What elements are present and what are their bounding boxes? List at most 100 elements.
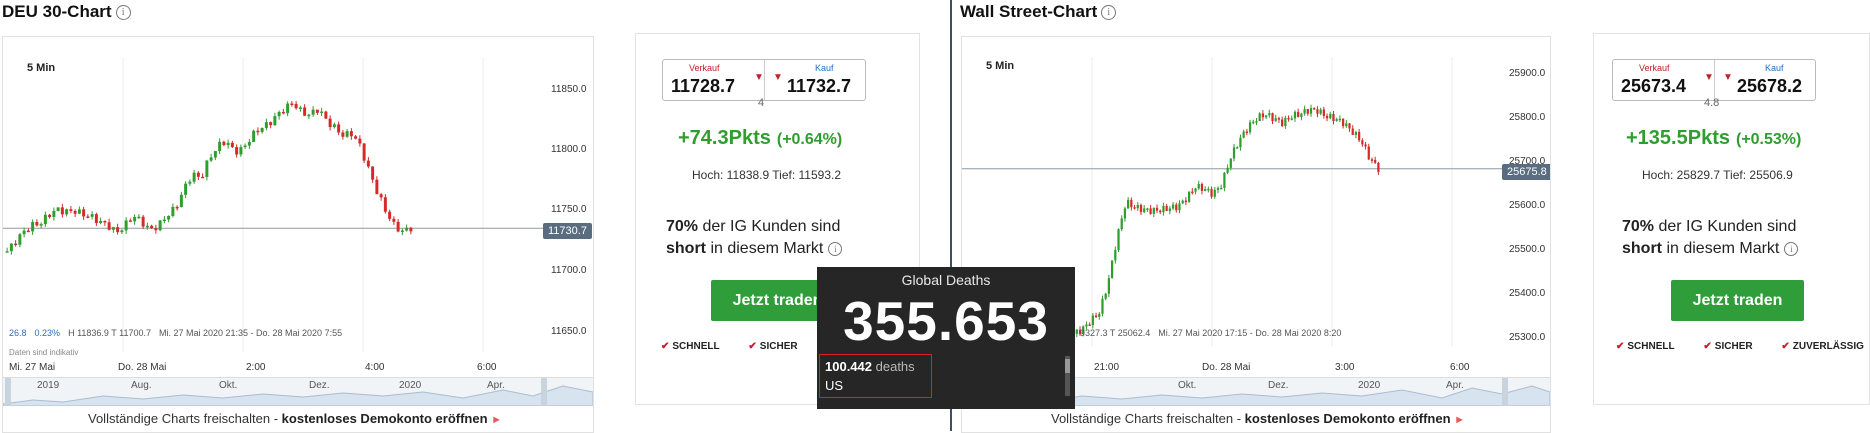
stats-change: 26.8: [9, 328, 27, 338]
candle-body: [290, 103, 294, 106]
candle-body: [1284, 117, 1287, 127]
stats-hl: H 11836.9 T 11700.7: [68, 328, 151, 338]
sell-price-button[interactable]: 25673.4: [1621, 76, 1687, 96]
candle-body: [99, 220, 103, 224]
candle: [1338, 115, 1342, 123]
candle: [1248, 119, 1252, 135]
candle-body: [1281, 119, 1284, 127]
candle: [379, 192, 383, 201]
candle-body: [1178, 203, 1181, 211]
candle: [1361, 138, 1364, 147]
country-item[interactable]: 100.442 deaths US: [819, 354, 932, 398]
scrollbar-thumb[interactable]: [1065, 359, 1070, 373]
quote-box: Verkauf 11728.7 ▼ ▼ Kauf 11732.7: [662, 59, 866, 101]
candle-body: [1098, 313, 1101, 317]
trust-badges: ✔ SCHNELL ✔ SICHER ✔ ZUVERLÄSSIG: [1616, 341, 1870, 352]
candle-body: [1155, 207, 1159, 211]
candle: [354, 134, 358, 140]
y-tick: 25800.0: [1509, 112, 1546, 123]
candle-body: [1313, 108, 1316, 110]
demo-account-link[interactable]: kostenloses Demokonto eröffnen: [281, 411, 488, 426]
candle: [145, 222, 149, 230]
candle: [311, 106, 315, 117]
candle: [162, 216, 166, 224]
candle-body: [1332, 113, 1335, 121]
candle-body: [1123, 208, 1127, 219]
chart-title: Wall Street-Chart i: [960, 2, 1117, 22]
scrollbar[interactable]: [1065, 356, 1070, 396]
arrow-right-icon: ►: [491, 414, 503, 426]
demo-account-link[interactable]: kostenloses Demokonto eröffnen: [1244, 411, 1451, 426]
candle: [1322, 106, 1325, 119]
candle: [1306, 109, 1309, 116]
candle-body: [273, 116, 277, 126]
navigator-sparkline: [3, 378, 593, 406]
candle-body: [243, 145, 247, 148]
candle: [103, 220, 107, 226]
candle-body: [307, 114, 311, 117]
candle: [77, 206, 81, 215]
candle: [205, 159, 209, 181]
candle: [1313, 107, 1316, 110]
candle: [392, 216, 396, 225]
stats-range: Mi. 27 Mai 2020 21:35 - Do. 28 Mai 2020 …: [158, 328, 343, 338]
candle: [192, 169, 196, 184]
chart-stats: 26.8 0.23% H 11836.9 T 11700.7 Mi. 27 Mai 2…: [9, 328, 342, 338]
change-points: +135.5Pkts: [1626, 127, 1730, 149]
candle: [1236, 146, 1239, 149]
interval-label[interactable]: 5 Min: [986, 60, 1015, 72]
candle-body: [1171, 204, 1175, 209]
candle: [1351, 125, 1354, 136]
candle-body: [1325, 115, 1329, 119]
candle: [243, 143, 247, 149]
unlock-charts[interactable]: Vollständige Charts freischalten - koste…: [1051, 411, 1465, 426]
candle-body: [60, 207, 64, 215]
candle-body: [86, 216, 90, 218]
candle-body: [1322, 109, 1325, 116]
interval-label[interactable]: 5 Min: [27, 62, 56, 74]
x-tick: 6:00: [1450, 362, 1470, 373]
candle-body: [1245, 131, 1248, 134]
candle-body: [400, 230, 404, 233]
navigator-handle[interactable]: [1502, 378, 1508, 406]
candle-body: [239, 147, 243, 155]
candle: [209, 153, 213, 163]
candle: [111, 226, 115, 233]
sell-label: Verkauf: [689, 63, 720, 73]
trade-now-button[interactable]: Jetzt traden: [1671, 280, 1804, 321]
candle-body: [1370, 159, 1374, 161]
nav-label: Okt.: [1178, 380, 1197, 391]
price-chart[interactable]: 5 Min 11850.0 11800.0 11750.0 11700.0 11…: [2, 36, 594, 433]
buy-price-button[interactable]: 11732.7: [787, 76, 852, 96]
unlock-charts[interactable]: Vollständige Charts freischalten - koste…: [88, 411, 502, 426]
badge: ✔ SCHNELL: [1616, 341, 1688, 352]
navigator[interactable]: 2019 Aug. Okt. Dez. 2020 Apr.: [3, 377, 593, 406]
candle-body: [1258, 113, 1261, 122]
candle: [1345, 119, 1348, 128]
candle: [396, 219, 400, 233]
info-icon[interactable]: i: [1784, 242, 1799, 256]
client-sentiment: 70% der IG Kunden sind short in diesem M…: [1622, 216, 1799, 260]
info-icon[interactable]: i: [828, 242, 843, 256]
y-tick: 25700.0: [1509, 156, 1546, 167]
candle-body: [1338, 118, 1342, 121]
spread-value: 4: [758, 97, 765, 109]
candle: [14, 240, 18, 247]
nav-label: Dez.: [309, 380, 330, 391]
candle: [1114, 246, 1117, 264]
candle-body: [1232, 147, 1236, 159]
candle: [1268, 109, 1271, 118]
candle-body: [1345, 123, 1348, 127]
navigator-handle[interactable]: [541, 378, 547, 406]
buy-price-button[interactable]: 25678.2: [1737, 76, 1803, 96]
candle: [358, 135, 362, 147]
stats-range: Mi. 27 Mai 2020 17:15 - Do. 28 Mai 2020 …: [1158, 328, 1342, 338]
candle: [1088, 322, 1091, 326]
candle: [1078, 326, 1082, 336]
sell-price-button[interactable]: 11728.7: [671, 76, 736, 96]
info-icon[interactable]: i: [1101, 5, 1117, 20]
candle-body: [269, 122, 273, 126]
info-icon[interactable]: i: [115, 5, 131, 20]
navigator-handle[interactable]: [5, 378, 11, 406]
candle: [1123, 206, 1127, 222]
